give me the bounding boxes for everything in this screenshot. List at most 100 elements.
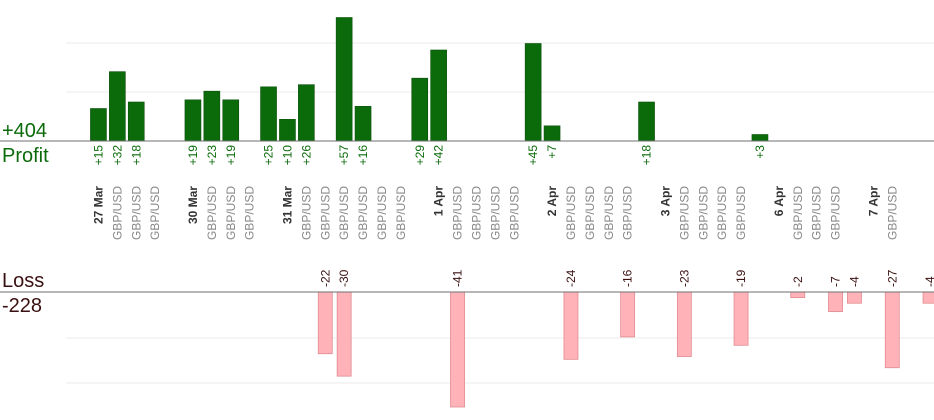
profit-bar: [90, 108, 107, 142]
profit-bar: [203, 90, 221, 142]
value-labels: +15 +32 +18 +19 +23 +19 +25 +10 +26 -22 +57 -30 +16 +…: [91, 145, 934, 287]
loss-value-label: -41: [451, 269, 465, 287]
loss-bar: [922, 291, 934, 304]
date-label: 6 Apr: [772, 186, 786, 217]
profit-bar: [184, 99, 202, 142]
loss-value-label: -16: [621, 269, 635, 287]
pair-label: GBP/USD: [810, 186, 824, 240]
pair-label: GBP/USD: [299, 186, 313, 240]
loss-value-label: -4: [847, 276, 861, 287]
loss-bar: [620, 291, 636, 338]
loss-value-label: -27: [885, 269, 899, 287]
profit-bar: [298, 84, 315, 142]
pair-label: GBP/USD: [696, 186, 710, 240]
pair-label: GBP/USD: [564, 186, 578, 240]
pair-label: GBP/USD: [148, 186, 162, 240]
profit-label: Profit: [2, 145, 49, 167]
pair-label: GBP/USD: [394, 186, 408, 240]
profit-bar: [411, 77, 429, 142]
profit-value-label: +18: [640, 145, 654, 166]
loss-bar: [828, 291, 843, 313]
date-label: 2 Apr: [545, 186, 559, 217]
profit-value-label: +10: [280, 145, 294, 166]
profit-bar: [335, 17, 353, 142]
loss-value-label: -22: [318, 269, 332, 287]
loss-value-label: -19: [734, 269, 748, 287]
date-label: 7 Apr: [866, 186, 880, 217]
pair-label: GBP/USD: [469, 186, 483, 240]
profit-bar: [543, 125, 561, 142]
profit-value-label: +26: [299, 145, 313, 166]
profit-bar: [109, 71, 126, 142]
pair-label: GBP/USD: [337, 186, 351, 240]
pair-label: GBP/USD: [829, 186, 843, 240]
profit-value-label: +19: [224, 145, 238, 166]
pair-label: GBP/USD: [318, 186, 332, 240]
profit-bar: [127, 101, 145, 142]
loss-bar: [317, 291, 333, 355]
loss-value-label: -7: [829, 276, 843, 287]
profit-bar: [430, 49, 447, 142]
profit-bar: [222, 99, 240, 142]
profit-value-label: +29: [413, 145, 427, 166]
profit-value-label: +7: [545, 145, 559, 159]
date-label: 27 Mar: [91, 186, 105, 224]
pair-label: GBP/USD: [224, 186, 238, 240]
pair-label: GBP/USD: [715, 186, 729, 240]
profit-value-label: +57: [337, 145, 351, 166]
loss-bar: [733, 291, 749, 346]
date-label: 1 Apr: [432, 186, 446, 217]
profit-value-label: +3: [753, 145, 767, 159]
profit-bar: [260, 86, 277, 142]
profit-bar: [524, 43, 542, 142]
date-label: 3 Apr: [658, 186, 672, 217]
profit-value-label: +32: [110, 145, 124, 166]
pair-label: GBP/USD: [243, 186, 257, 240]
profit-bar: [638, 101, 655, 142]
loss-series: [317, 291, 934, 408]
pair-label: GBP/USD: [791, 186, 805, 240]
profit-value-label: +45: [526, 145, 540, 166]
profit-value-label: +19: [186, 145, 200, 166]
pair-label: GBP/USD: [583, 186, 597, 240]
profit-value-label: +15: [91, 145, 105, 166]
pair-label: GBP/USD: [507, 186, 521, 240]
profit-series: [90, 17, 769, 142]
loss-total: -228: [2, 295, 42, 317]
pair-label: GBP/USD: [885, 186, 899, 240]
loss-bar: [790, 291, 806, 299]
profit-value-label: +25: [262, 145, 276, 166]
pair-label: GBP/USD: [205, 186, 219, 240]
profit-value-label: +23: [205, 145, 219, 166]
loss-bar: [884, 291, 900, 369]
pair-label: GBP/USD: [677, 186, 691, 240]
loss-bar: [336, 291, 352, 377]
pair-label: GBP/USD: [129, 186, 143, 240]
profit-bar: [279, 119, 296, 142]
loss-value-label: -2: [791, 276, 805, 287]
loss-value-label: -4: [923, 276, 934, 287]
loss-bar: [450, 291, 465, 408]
profit-value-label: +16: [356, 145, 370, 166]
pair-label: GBP/USD: [488, 186, 502, 240]
pair-label: GBP/USD: [356, 186, 370, 240]
date-label: 30 Mar: [186, 186, 200, 224]
pair-label: GBP/USD: [602, 186, 616, 240]
pair-label: GBP/USD: [621, 186, 635, 240]
loss-value-label: -30: [337, 269, 351, 287]
pair-label: GBP/USD: [734, 186, 748, 240]
category-labels: 27 Mar GBP/USD GBP/USD GBP/USD 30 Mar GBP/USD…: [91, 186, 899, 240]
loss-label: Loss: [2, 270, 44, 292]
loss-value-label: -23: [677, 269, 691, 287]
loss-bar: [676, 291, 692, 357]
loss-bar: [847, 291, 862, 304]
profit-bar: [751, 134, 769, 142]
date-label: 31 Mar: [280, 186, 294, 224]
pair-label: GBP/USD: [451, 186, 465, 240]
profit-total: +404: [2, 120, 47, 142]
pair-label: GBP/USD: [110, 186, 124, 240]
profit-value-label: +18: [129, 145, 143, 166]
profit-bar: [354, 106, 372, 142]
pair-label: GBP/USD: [375, 186, 389, 240]
